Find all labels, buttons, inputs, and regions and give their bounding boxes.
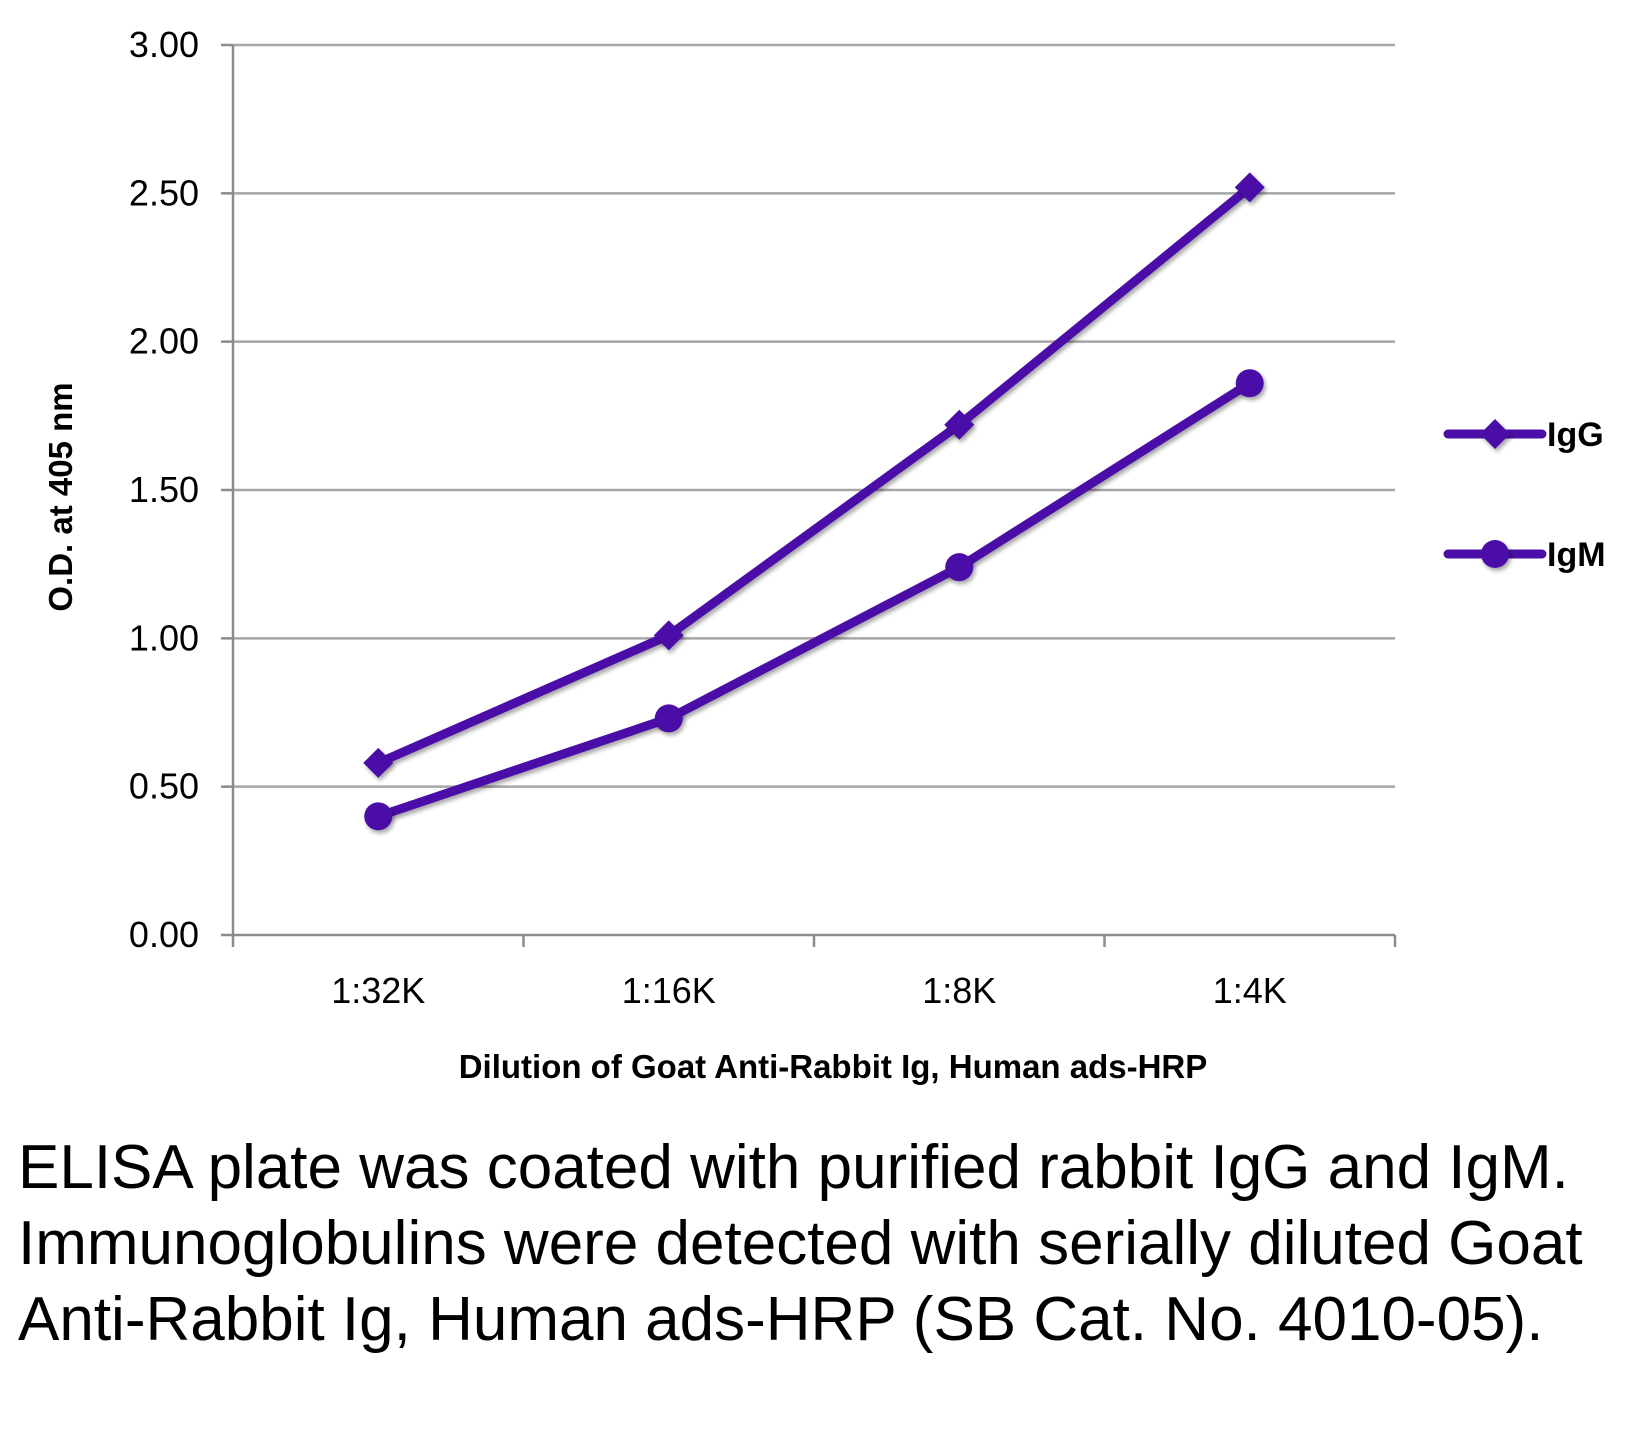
y-axis-title: O.D. at 405 nm [42, 382, 79, 611]
data-point-igm [364, 802, 393, 831]
figure-caption: ELISA plate was coated with purified rab… [18, 1133, 1583, 1354]
y-tick-label: 0.00 [129, 914, 199, 955]
y-tick-label: 2.50 [129, 172, 199, 213]
legend-item-igm: IgM [1443, 536, 1606, 574]
legend-marker-igg [1480, 419, 1510, 449]
elisa-line-chart: 0.000.501.001.502.002.503.00 1:32K 1:16K 1… [42, 24, 1606, 1085]
data-point-igg [653, 620, 684, 651]
x-tick-label: 1:4K [1213, 970, 1287, 1011]
y-tick-label: 0.50 [129, 766, 199, 807]
gridlines [233, 43, 1395, 788]
x-tick-label: 1:8K [922, 970, 996, 1011]
legend-label: IgM [1547, 536, 1606, 574]
data-point-igg [1234, 172, 1265, 203]
data-point-igm [945, 553, 974, 582]
x-tick-labels: 1:32K 1:16K 1:8K 1:4K [331, 970, 1287, 1011]
series [363, 172, 1265, 831]
legend-label: IgG [1547, 416, 1604, 454]
y-tick-label: 1.50 [129, 469, 199, 510]
series-igm [364, 369, 1264, 831]
x-tick-label: 1:16K [622, 970, 716, 1011]
axes [221, 43, 1397, 947]
y-tick-label: 1.00 [129, 617, 199, 658]
data-point-igg [944, 409, 975, 440]
series-igg [363, 172, 1265, 778]
data-point-igm [1235, 369, 1264, 398]
y-tick-label: 2.00 [129, 321, 199, 362]
data-point-igm [654, 704, 683, 733]
data-point-igg [363, 747, 394, 778]
legend-item-igg: IgG [1443, 416, 1604, 454]
x-tick-label: 1:32K [331, 970, 425, 1011]
series-line-igg [373, 182, 1255, 768]
x-axis-title: Dilution of Goat Anti-Rabbit Ig, Human a… [459, 1048, 1208, 1085]
y-tick-label: 3.00 [129, 24, 199, 65]
legend: IgG IgM [1443, 416, 1606, 574]
legend-marker-igm [1481, 540, 1509, 568]
series-line-igm [373, 378, 1255, 821]
y-tick-labels: 0.00 0.50 1.00 1.50 2.00 2.50 3.00 [129, 24, 199, 955]
